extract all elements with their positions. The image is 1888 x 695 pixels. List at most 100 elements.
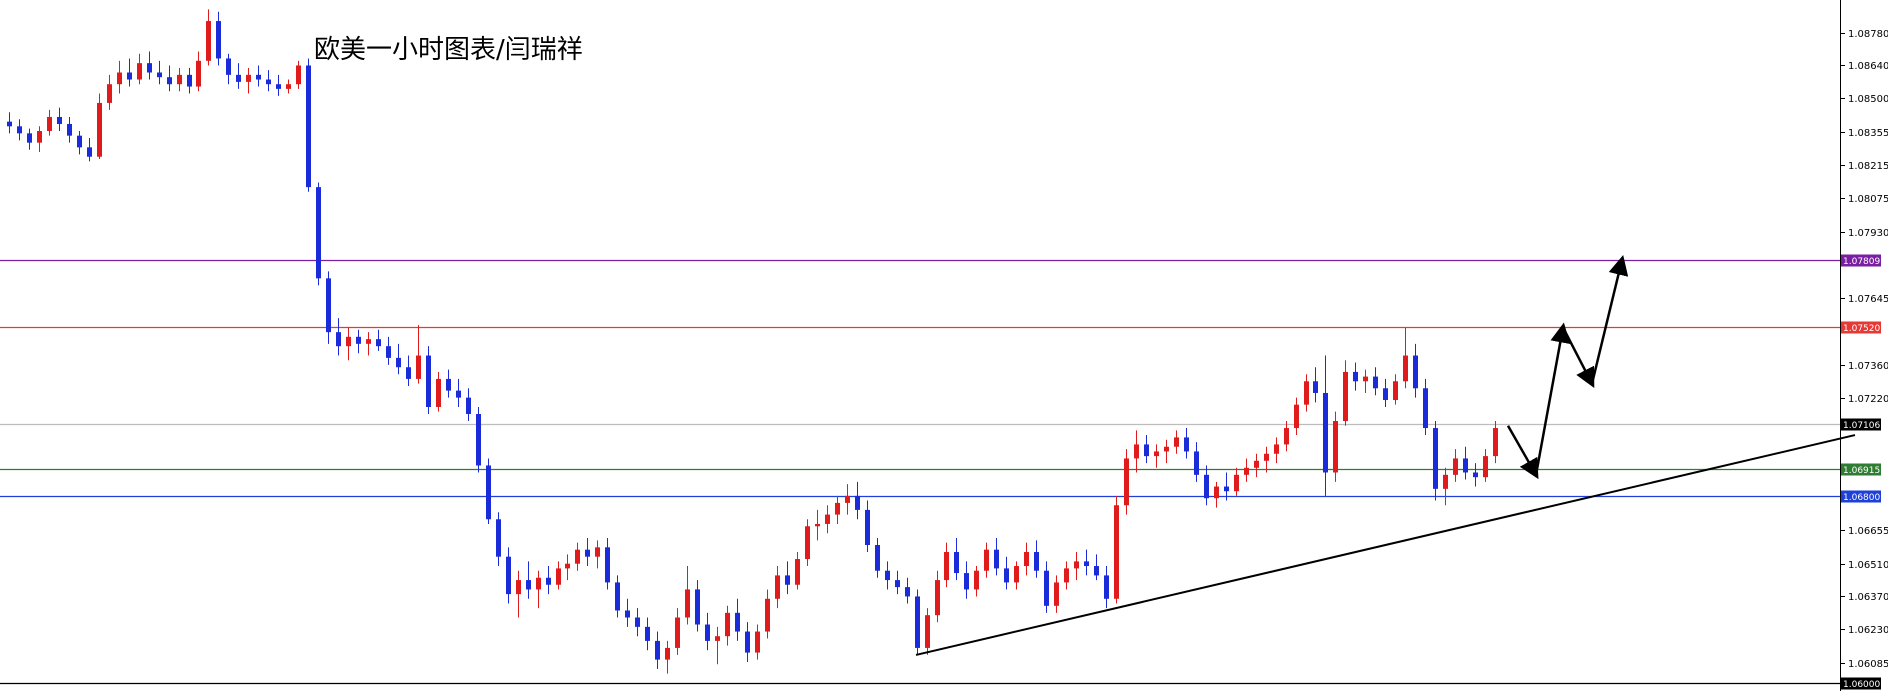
candle-body [1353,371,1358,382]
y-tick-label-1.06655: 1.06655 [1848,526,1888,537]
candle [157,60,162,85]
candle [1274,437,1279,464]
projection-arrow-segment [1506,425,1539,480]
candle-body [1463,458,1468,473]
candle-body [745,631,750,653]
candle-body [546,577,551,585]
candle-body [226,58,231,75]
candle-body [506,556,511,595]
candle [1304,374,1309,412]
candle-body [685,589,690,618]
candle [97,93,102,160]
candle [1483,449,1488,482]
candle [695,580,700,632]
level-badge-1.07520 [1841,321,1881,334]
candle [1403,327,1408,389]
candle [1323,355,1328,496]
candle-body [1094,566,1099,576]
candle-body [476,414,481,466]
candle-body [835,502,840,515]
candle [984,542,989,578]
candle [1443,467,1448,506]
candle-body [895,580,900,588]
candle-body [1383,388,1388,400]
candle [306,58,311,192]
candle-body [446,378,451,391]
candle-body [426,355,431,407]
candle [565,554,570,581]
candle [745,622,750,662]
candle-body [1264,453,1269,461]
candle-body [984,549,989,571]
candle-body [1144,444,1149,457]
candle-body [695,589,700,625]
candle-body [725,612,730,637]
candle-body [526,580,531,590]
candle-body [346,336,351,347]
candle [476,406,481,473]
candle [1214,481,1219,508]
candle [246,67,251,94]
candle [167,65,172,92]
candle [177,67,182,92]
y-tick-label-1.07930: 1.07930 [1848,228,1888,239]
candle [1373,367,1378,396]
candle [406,355,411,386]
candle-body [1413,355,1418,389]
candle-body [645,626,650,641]
candle-body [845,495,850,503]
candle [1044,561,1049,613]
candle-body [1034,552,1039,571]
candle [87,138,92,162]
candle [1084,549,1089,576]
candle-body [1184,437,1189,452]
projection-arrow-segment [1534,322,1571,476]
level-badge-label-1.07106: 1.07106 [1843,421,1880,431]
candle-body [1403,355,1408,382]
candle-body [755,631,760,653]
candle-body [516,580,521,595]
candle [795,552,800,590]
candle-body [1483,456,1488,478]
candle [785,561,790,595]
candle-body [1323,392,1328,473]
candle [37,126,42,153]
candle [1234,467,1239,496]
candle-body [1304,381,1309,405]
candle-body [336,332,341,347]
candle [1333,411,1338,482]
y-tick-label-1.07360: 1.07360 [1848,361,1888,372]
candle-body [1393,381,1398,400]
candle-body [1074,561,1079,569]
candle-body [944,552,949,581]
candle [954,537,959,581]
y-tick-label-1.07645: 1.07645 [1848,294,1888,305]
candle-body [675,617,680,648]
candle-body [595,547,600,557]
candle [7,112,12,134]
candle-body [137,63,142,80]
candle [127,58,132,87]
candle-body [97,102,102,157]
candle [1254,453,1259,478]
candle-body [1234,474,1239,492]
y-tick-label-1.08215: 1.08215 [1848,161,1888,172]
candle-body [276,84,281,89]
candle-body [994,549,999,569]
candle [496,512,501,567]
candle [1174,430,1179,454]
candle [815,509,820,541]
candle-body [1134,444,1139,459]
candle-body [1194,451,1199,475]
candle-body [1244,467,1249,475]
candle-body [167,77,172,85]
candle-body [7,121,12,127]
y-tick-label-1.08780: 1.08780 [1848,29,1888,40]
candle [216,11,221,66]
candle [1124,449,1129,515]
candle [1024,542,1029,576]
candle [865,500,870,553]
candle-body [1274,444,1279,454]
candle-body [655,640,660,660]
